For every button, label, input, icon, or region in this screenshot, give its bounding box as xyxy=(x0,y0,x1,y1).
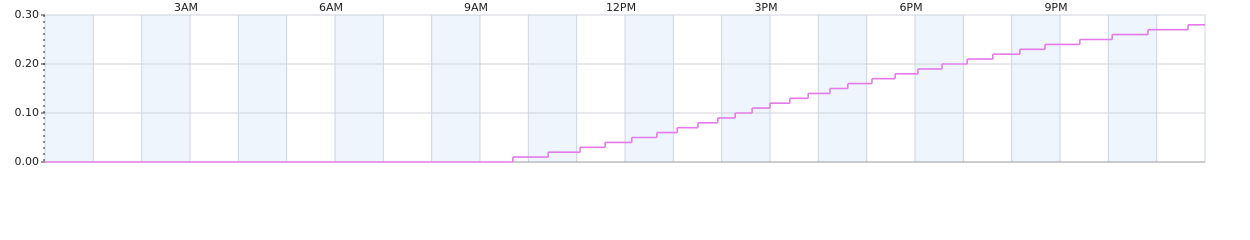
y-tick-label: 0.10 xyxy=(15,106,40,119)
hour-band xyxy=(431,15,480,162)
chart: 0.00 0.10 0.20 0.30 3AM 6AM 9AM 12PM 3PM 6PM 9PM xyxy=(15,1,1206,168)
y-tick-label: 0.20 xyxy=(15,57,40,70)
x-tick-label: 6AM xyxy=(319,1,343,14)
x-tick-label: 3AM xyxy=(174,1,198,14)
x-tick-label: 9PM xyxy=(1044,1,1067,14)
hour-band xyxy=(141,15,190,162)
hour-band xyxy=(1011,15,1060,162)
hour-band xyxy=(238,15,287,162)
hour-band xyxy=(528,15,577,162)
hour-band xyxy=(1108,15,1157,162)
y-tick-label: 0.30 xyxy=(15,8,40,21)
hour-band xyxy=(45,15,94,162)
x-tick-label: 3PM xyxy=(754,1,777,14)
x-tick-label: 6PM xyxy=(899,1,922,14)
y-tick-label: 0.00 xyxy=(15,155,40,168)
hour-band xyxy=(721,15,770,162)
x-tick-label: 9AM xyxy=(464,1,488,14)
hour-band xyxy=(335,15,384,162)
hour-band xyxy=(915,15,964,162)
x-tick-label: 12PM xyxy=(606,1,636,14)
